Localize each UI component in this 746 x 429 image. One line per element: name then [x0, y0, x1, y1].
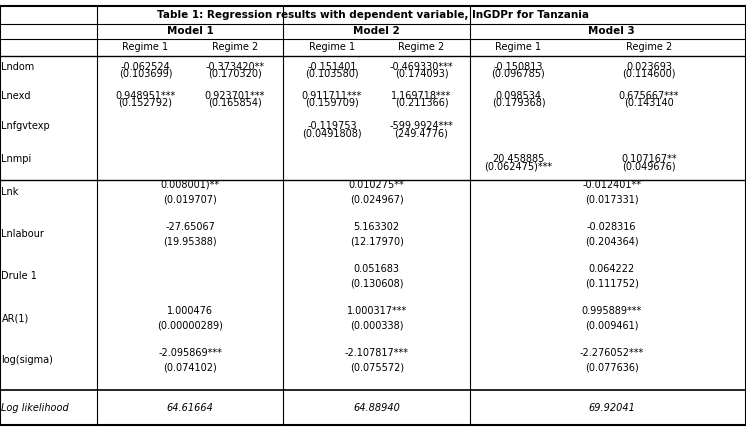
- Text: -0.119753: -0.119753: [307, 121, 357, 131]
- Text: 20.458885: 20.458885: [492, 154, 545, 164]
- Text: 1.000317***: 1.000317***: [347, 306, 407, 316]
- Text: 0.051683: 0.051683: [354, 264, 400, 274]
- Text: -27.65067: -27.65067: [166, 222, 215, 232]
- Text: 69.92041: 69.92041: [589, 402, 635, 413]
- Text: Lnfgvtexp: Lnfgvtexp: [1, 121, 50, 131]
- Text: 0.675667***: 0.675667***: [618, 91, 680, 101]
- Text: (0.174093): (0.174093): [395, 68, 448, 79]
- Text: 0.023693: 0.023693: [626, 62, 672, 72]
- Text: Regime 1: Regime 1: [309, 42, 355, 52]
- Text: (0.0491808): (0.0491808): [302, 128, 362, 138]
- Text: (0.170320): (0.170320): [208, 68, 262, 79]
- Text: (19.95388): (19.95388): [163, 236, 217, 246]
- Text: -0.062524: -0.062524: [121, 62, 170, 72]
- Text: Lndom: Lndom: [1, 62, 35, 72]
- Text: 0.064222: 0.064222: [589, 264, 635, 274]
- Text: Lnk: Lnk: [1, 187, 19, 197]
- Text: -2.095869***: -2.095869***: [158, 348, 222, 358]
- Text: (0.114600): (0.114600): [622, 68, 676, 79]
- Text: 0.948951***: 0.948951***: [116, 91, 175, 101]
- Text: Regime 2: Regime 2: [212, 42, 258, 52]
- Text: Lnlabour: Lnlabour: [1, 229, 44, 239]
- Text: -0.151401: -0.151401: [307, 62, 357, 72]
- Text: (0.000338): (0.000338): [350, 320, 404, 330]
- Text: (0.074102): (0.074102): [163, 363, 217, 372]
- Text: 0.923701***: 0.923701***: [205, 91, 265, 101]
- Text: Regime 2: Regime 2: [626, 42, 672, 52]
- Text: 0.911711***: 0.911711***: [302, 91, 362, 101]
- Text: (0.111752): (0.111752): [585, 278, 639, 288]
- Text: (0.179368): (0.179368): [492, 97, 545, 107]
- Text: (0.062475)***: (0.062475)***: [484, 162, 553, 172]
- Text: 1.169718***: 1.169718***: [392, 91, 451, 101]
- Text: (0.00000289): (0.00000289): [157, 320, 223, 330]
- Text: 1.000476: 1.000476: [167, 306, 213, 316]
- Text: Lnmpi: Lnmpi: [1, 154, 32, 163]
- Text: (0.103580): (0.103580): [305, 68, 359, 79]
- Text: Lnexd: Lnexd: [1, 91, 31, 101]
- Text: (0.024967): (0.024967): [350, 194, 404, 204]
- Text: Regime 1: Regime 1: [122, 42, 169, 52]
- Text: 64.88940: 64.88940: [354, 402, 400, 413]
- Text: (0.143140: (0.143140: [624, 97, 674, 107]
- Text: (0.211366): (0.211366): [395, 97, 448, 107]
- Text: Model 1: Model 1: [167, 26, 213, 36]
- Text: -0.373420**: -0.373420**: [205, 62, 265, 72]
- Text: (249.4776): (249.4776): [395, 128, 448, 138]
- Text: 0.008001)**: 0.008001)**: [160, 180, 220, 190]
- Text: AR(1): AR(1): [1, 313, 29, 323]
- Text: -2.276052***: -2.276052***: [580, 348, 644, 358]
- Text: 64.61664: 64.61664: [167, 402, 213, 413]
- Text: Log likelihood: Log likelihood: [1, 402, 69, 413]
- Text: Model 2: Model 2: [354, 26, 400, 36]
- Text: 0.098534: 0.098534: [495, 91, 542, 101]
- Text: -0.469330***: -0.469330***: [389, 62, 454, 72]
- Text: 0.010275**: 0.010275**: [349, 180, 404, 190]
- Text: (0.130608): (0.130608): [350, 278, 404, 288]
- Text: 0.995889***: 0.995889***: [582, 306, 642, 316]
- Text: (0.204364): (0.204364): [585, 236, 639, 246]
- Text: (0.009461): (0.009461): [585, 320, 639, 330]
- Text: -0.150813: -0.150813: [494, 62, 543, 72]
- Text: -0.028316: -0.028316: [587, 222, 636, 232]
- Text: (0.165854): (0.165854): [208, 97, 262, 107]
- Text: 5.163302: 5.163302: [354, 222, 400, 232]
- Text: Table 1: Regression results with dependent variable, lnGDPr for Tanzania: Table 1: Regression results with depende…: [157, 10, 589, 20]
- Text: Drule 1: Drule 1: [1, 271, 37, 281]
- Text: (0.152792): (0.152792): [119, 97, 172, 107]
- Text: (0.159709): (0.159709): [305, 97, 359, 107]
- Text: Model 3: Model 3: [589, 26, 635, 36]
- Text: (0.017331): (0.017331): [585, 194, 639, 204]
- Text: (0.019707): (0.019707): [163, 194, 217, 204]
- Text: (0.103699): (0.103699): [119, 68, 172, 79]
- Text: (0.075572): (0.075572): [350, 363, 404, 372]
- Text: (12.17970): (12.17970): [350, 236, 404, 246]
- Text: Regime 2: Regime 2: [398, 42, 445, 52]
- Text: (0.077636): (0.077636): [585, 363, 639, 372]
- Text: log(sigma): log(sigma): [1, 355, 54, 365]
- Text: (0.049676): (0.049676): [622, 162, 676, 172]
- Text: -2.107817***: -2.107817***: [345, 348, 409, 358]
- Text: (0.096785): (0.096785): [492, 68, 545, 79]
- Text: Regime 1: Regime 1: [495, 42, 542, 52]
- Text: 0.107167**: 0.107167**: [621, 154, 677, 164]
- Text: -599.9924***: -599.9924***: [389, 121, 454, 131]
- Text: -0.012401**: -0.012401**: [582, 180, 642, 190]
